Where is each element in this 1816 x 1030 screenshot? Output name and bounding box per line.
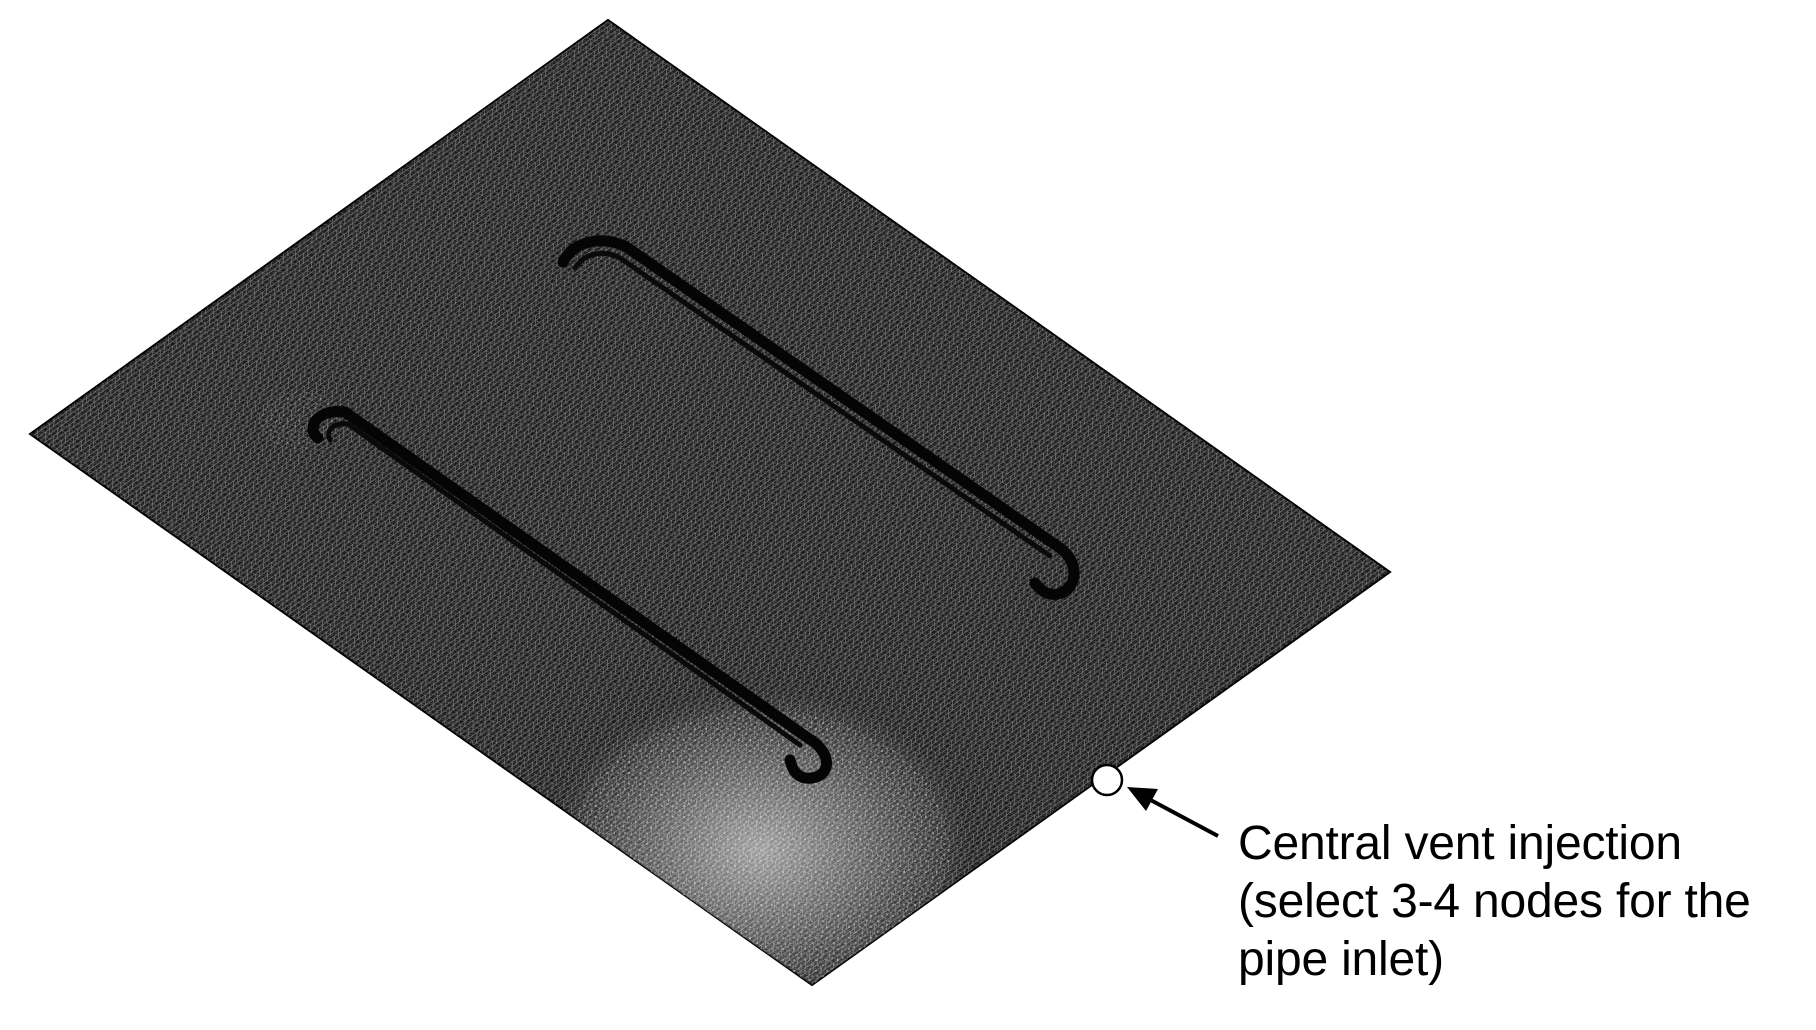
pipe-loop-1 (307, 406, 832, 784)
cooling-pipe (307, 235, 1080, 784)
annotation-label: Central vent injection (select 3-4 nodes… (1238, 815, 1798, 989)
vent-injection-marker (1090, 763, 1124, 797)
pipe-loop-2 (557, 235, 1080, 600)
mesh-plate (28, 18, 1392, 987)
annotation-arrow (1127, 787, 1219, 838)
annotation-line-2: (select 3-4 nodes for the (1238, 875, 1751, 928)
annotation-line-1: Central vent injection (1238, 817, 1682, 870)
annotation-line-3: pipe inlet) (1238, 933, 1444, 986)
